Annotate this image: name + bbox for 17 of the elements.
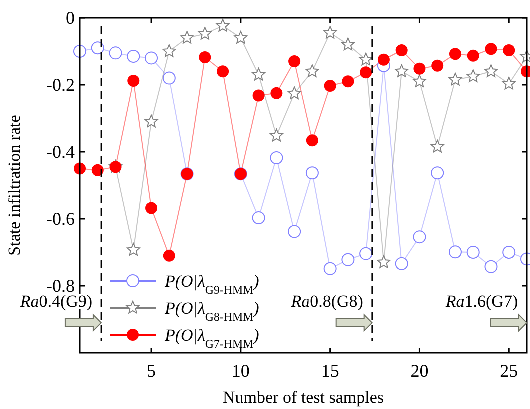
y-tick-label: -0.6 bbox=[46, 209, 75, 229]
legend-label: P(O|λ$_{G8-HMM}$) bbox=[164, 299, 260, 324]
y-tick-label: -0.8 bbox=[46, 276, 75, 296]
x-tick-label: 25 bbox=[500, 361, 518, 381]
x-axis-title: Number of test samples bbox=[223, 388, 384, 407]
y-tick-label: -0.4 bbox=[46, 142, 75, 162]
y-tick-label: -0.2 bbox=[46, 75, 75, 95]
x-tick-label: 20 bbox=[410, 361, 429, 381]
annotation: Ra1.6(G7) bbox=[444, 292, 518, 311]
annotation: Ra0.8(G8) bbox=[290, 292, 364, 311]
y-tick-label: 0 bbox=[66, 8, 75, 28]
legend-label: P(O|λ$_{G7-HMM}$) bbox=[164, 326, 260, 351]
y-axis-title: State infiltration rate bbox=[5, 115, 24, 256]
legend-label: P(O|λ$_{G9-HMM}$) bbox=[164, 272, 260, 297]
x-tick-label: 10 bbox=[232, 361, 250, 381]
x-tick-label: 5 bbox=[147, 361, 156, 381]
x-tick-label: 15 bbox=[321, 361, 340, 381]
